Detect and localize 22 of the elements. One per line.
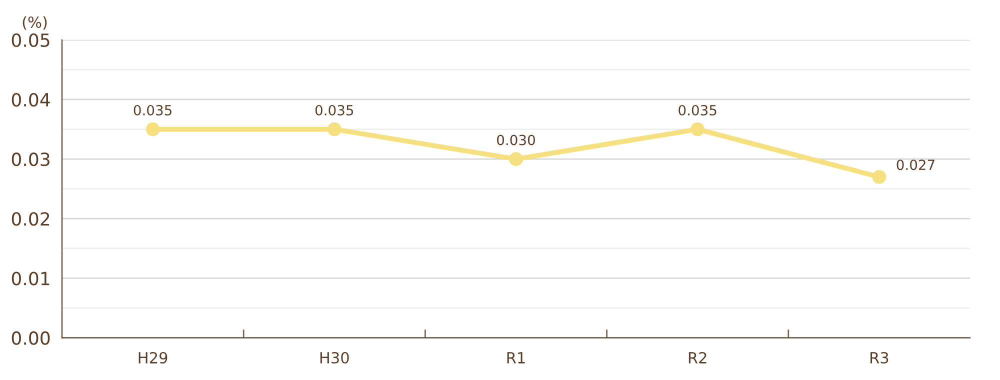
data-label: 0.027 [896,160,934,170]
point [690,122,705,136]
point [509,152,523,166]
x-tick-label: R1 [507,352,525,364]
data-label: 0.035 [678,104,716,116]
point [872,170,886,184]
x-tick-label: H29 [138,352,168,364]
y-tick-label: 0.03 [12,152,50,166]
x-tick-label: R2 [688,352,706,364]
y-tick-label: 0.02 [12,212,50,226]
text: 0.00 [12,331,50,345]
y-tick-label: 0.04 [12,92,50,107]
y-tick-label: 0.01 [12,272,50,286]
data-label: 0.035 [315,104,354,116]
x-tick-label: R3 [870,352,888,364]
point [327,122,342,136]
data-label: 0.035 [134,104,172,116]
y-axis-title: (%) [22,16,47,30]
x-tick-label: H30 [320,352,349,364]
y-tick-label: 0.05 [12,33,50,48]
point [146,122,160,136]
data-label: 0.030 [497,134,535,146]
